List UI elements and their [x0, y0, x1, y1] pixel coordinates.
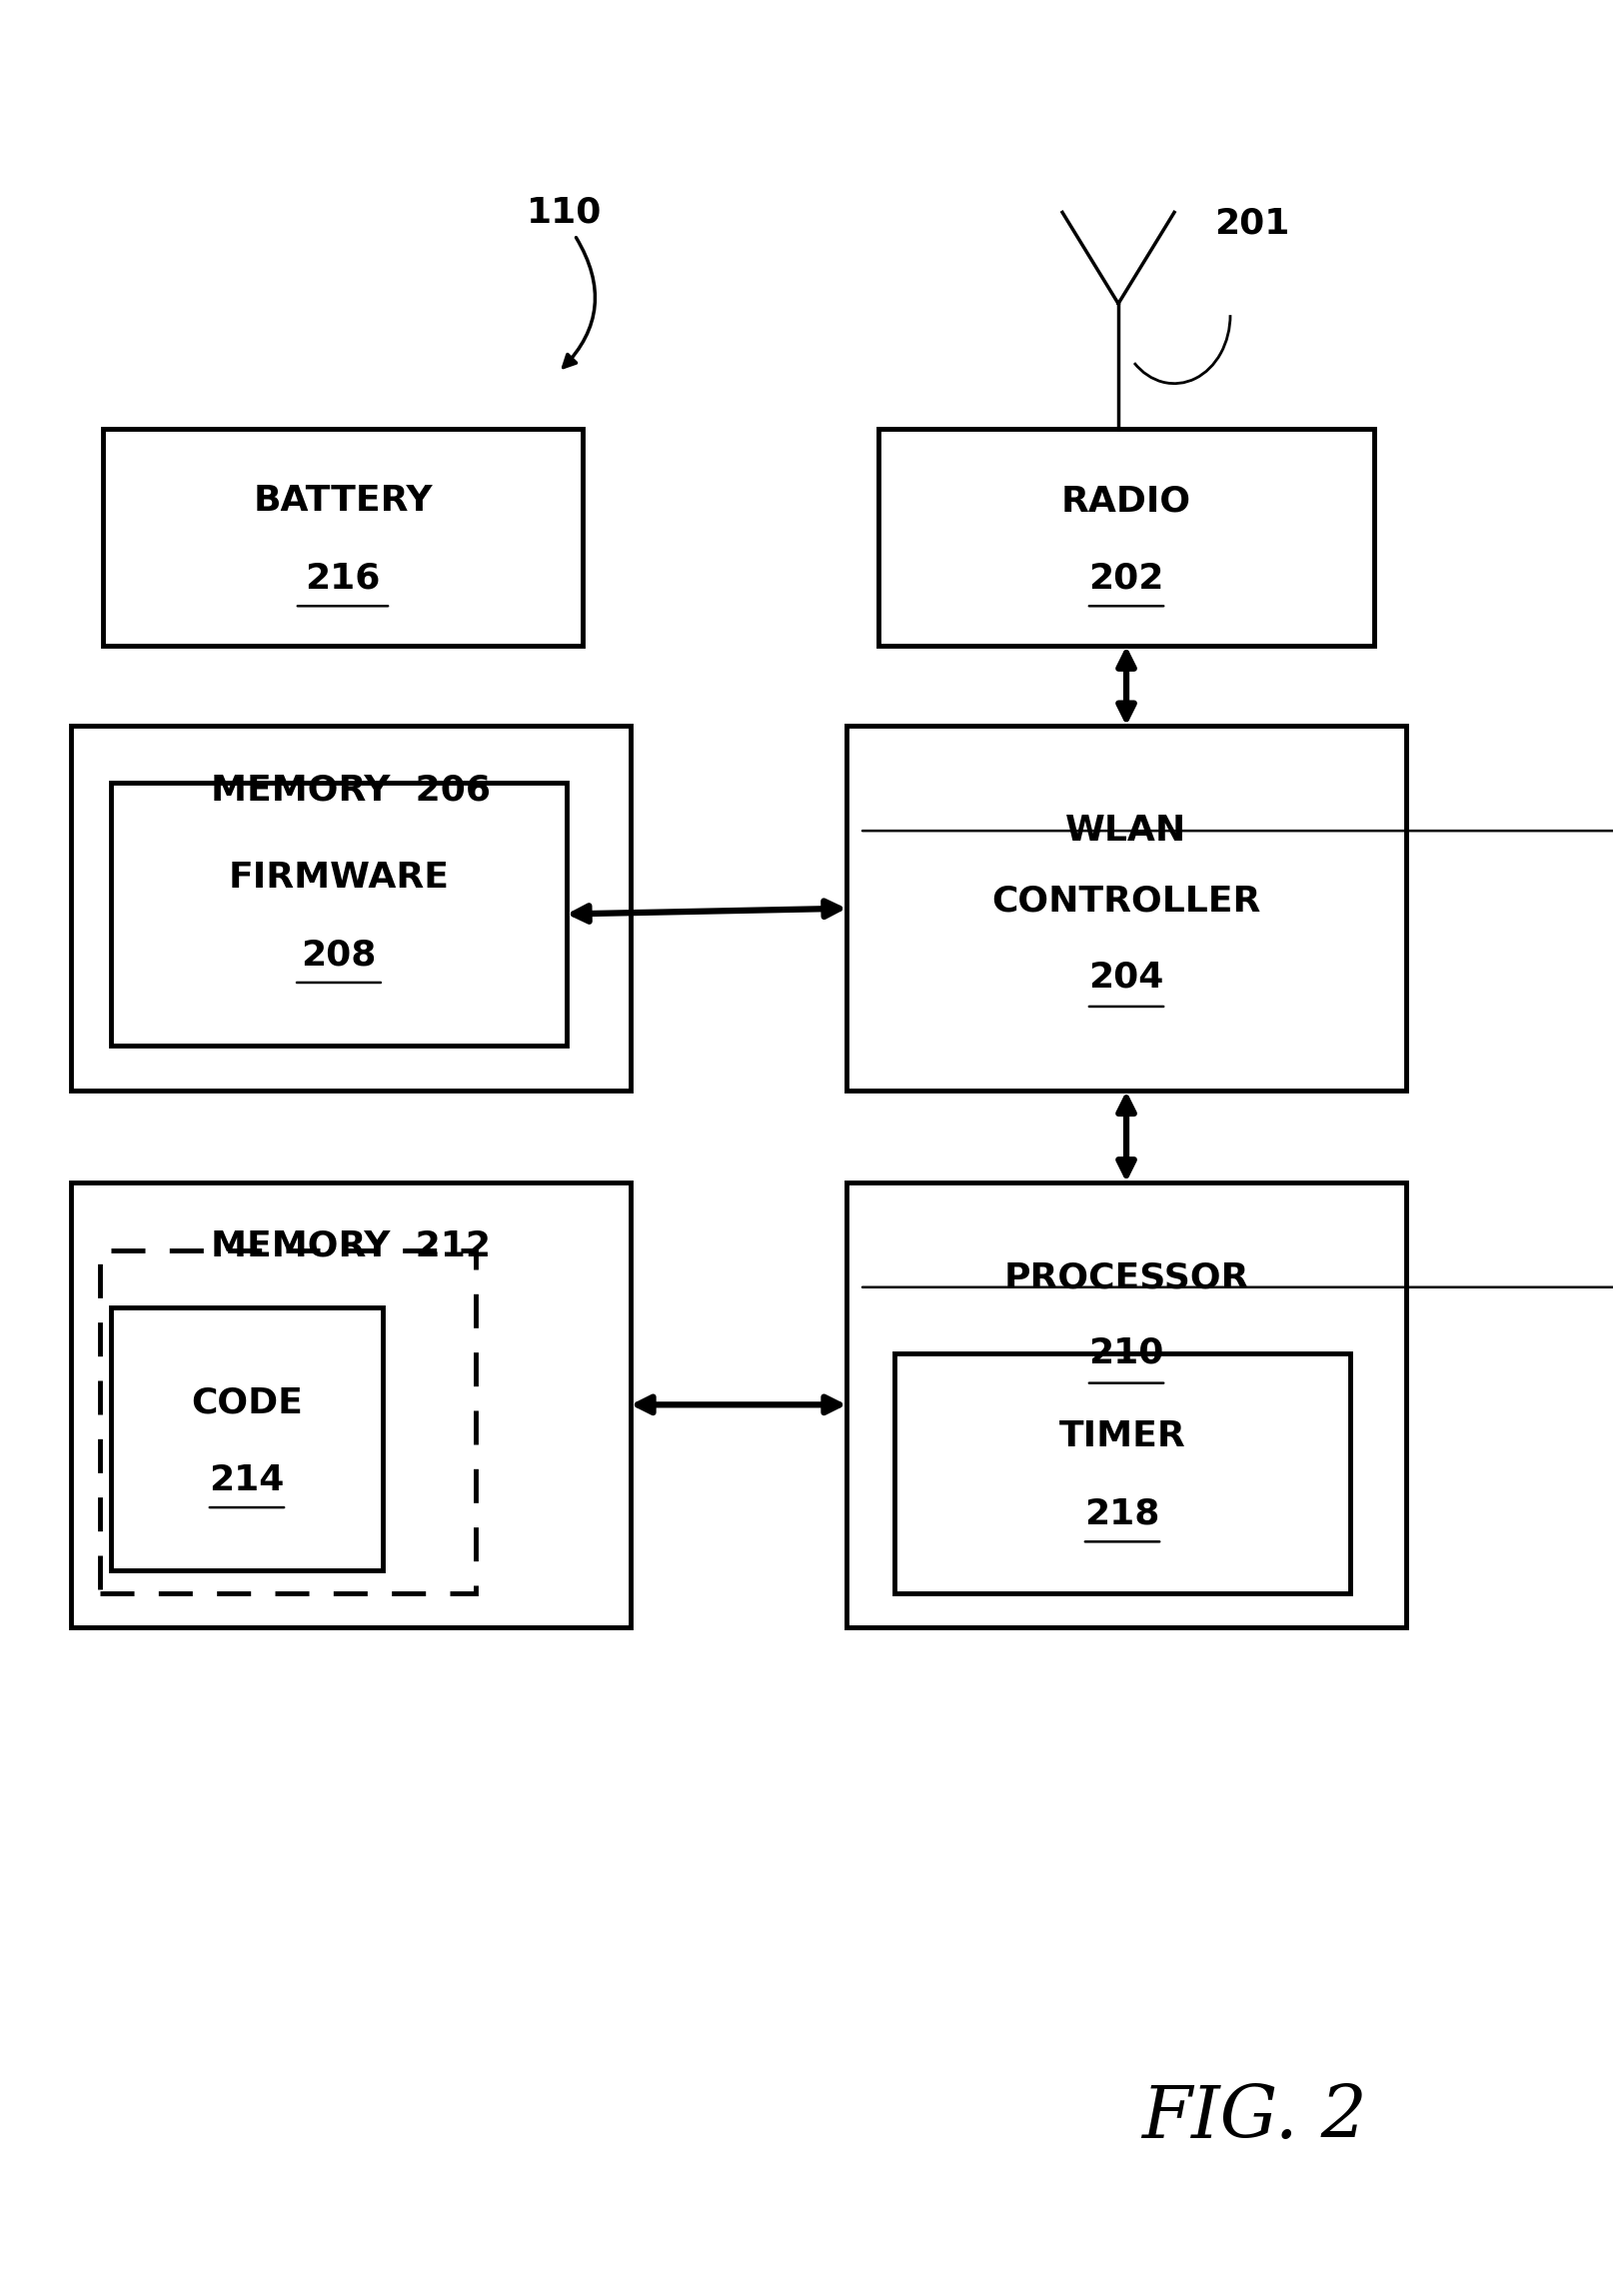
Text: 201: 201 [1215, 207, 1290, 241]
Bar [847, 726, 1407, 1091]
Bar [100, 1251, 476, 1593]
Text: FIG. 2: FIG. 2 [1142, 2082, 1368, 2154]
Text: 214: 214 [210, 1463, 284, 1497]
Text: 218: 218 [1084, 1497, 1160, 1531]
Bar [895, 1352, 1350, 1593]
Text: 204: 204 [1089, 960, 1165, 994]
Text: 110: 110 [527, 195, 602, 230]
Text: FIRMWARE: FIRMWARE [229, 861, 448, 895]
Text: CODE: CODE [190, 1384, 303, 1419]
Text: 210: 210 [1089, 1336, 1165, 1371]
Text: 208: 208 [302, 939, 376, 971]
FancyArrowPatch shape [563, 236, 595, 367]
Text: MEMORY  212: MEMORY 212 [211, 1228, 490, 1263]
Text: TIMER: TIMER [1060, 1419, 1186, 1453]
Bar [103, 429, 582, 645]
Text: CONTROLLER: CONTROLLER [992, 884, 1261, 918]
Bar [111, 783, 566, 1045]
Text: MEMORY  206: MEMORY 206 [211, 774, 490, 806]
Text: BATTERY: BATTERY [253, 484, 432, 519]
Text: PROCESSOR: PROCESSOR [1003, 1261, 1248, 1295]
Text: RADIO: RADIO [1061, 484, 1192, 519]
Bar [847, 1182, 1407, 1628]
Bar [879, 429, 1374, 645]
Bar [71, 726, 631, 1091]
Bar [71, 1182, 631, 1628]
Text: 216: 216 [305, 563, 381, 595]
Bar [111, 1309, 382, 1570]
Text: WLAN: WLAN [1066, 813, 1187, 847]
Text: 202: 202 [1089, 563, 1165, 595]
